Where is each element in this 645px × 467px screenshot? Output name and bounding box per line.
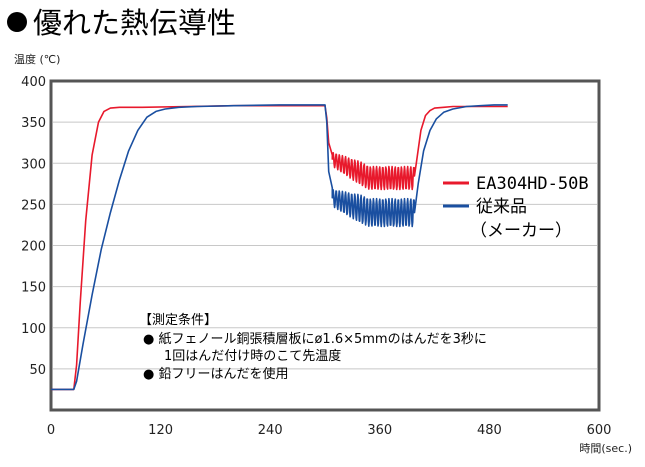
x-tick-label-360: 360 (367, 423, 392, 438)
legend: EA304HD-50B 従来品 （メーカー） (443, 174, 589, 241)
y-tick-label-150: 150 (21, 281, 46, 296)
legend-label-conventional: 従来品 (476, 197, 527, 217)
chart-title: 優れた熱伝導性 (33, 6, 236, 40)
x-tick-label-600: 600 (587, 423, 612, 438)
x-tick-label-120: 120 (148, 423, 173, 438)
x-tick-labels: 0 120 240 360 480 600 (47, 423, 612, 438)
y-tick-label-200: 200 (21, 240, 46, 255)
legend-label-conventional-maker: （メーカー） (470, 221, 572, 241)
x-tick-label-240: 240 (258, 423, 283, 438)
title-bullet-icon (7, 12, 27, 32)
series-group (51, 104, 508, 391)
y-tick-label-100: 100 (21, 322, 46, 337)
gridlines (53, 121, 597, 370)
x-axis-label: 時間(sec.) (579, 442, 632, 455)
y-tick-labels: 50 100 150 200 250 300 350 400 (21, 75, 46, 378)
note-line-2: 1回はんだ付け時のこて先温度 (164, 348, 341, 364)
y-tick-label-350: 350 (21, 116, 46, 131)
y-tick-label-50: 50 (29, 363, 46, 378)
x-tick-label-0: 0 (47, 423, 55, 438)
x-tick-label-480: 480 (477, 423, 502, 438)
measurement-conditions-note: 【測定条件】 ● 紙フェノール銅張積層板にø1.6×5mmのはんだを3秒に 1回… (139, 312, 487, 382)
legend-label-ea304hd-50b: EA304HD-50B (476, 174, 589, 194)
note-heading: 【測定条件】 (139, 312, 217, 328)
series-line-ea304hd-50b (51, 104, 508, 391)
y-tick-label-300: 300 (21, 157, 46, 172)
y-tick-label-400: 400 (21, 75, 46, 90)
series-line-conventional (51, 104, 508, 391)
note-line-3: ● 鉛フリーはんだを使用 (143, 366, 288, 382)
y-tick-label-250: 250 (21, 198, 46, 213)
y-axis-label: 温度 (℃) (14, 52, 60, 66)
note-line-1: ● 紙フェノール銅張積層板にø1.6×5mmのはんだを3秒に (143, 332, 487, 347)
